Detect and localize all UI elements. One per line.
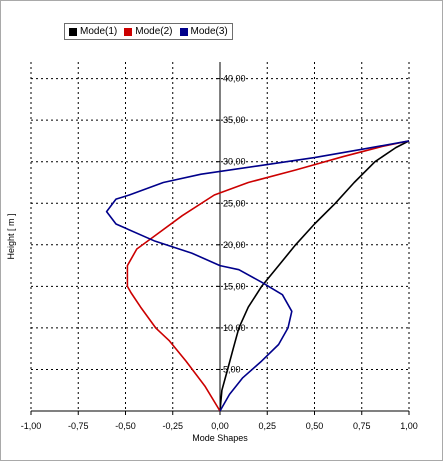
series-line-mode-3: [107, 141, 409, 411]
legend-label-mode-2: Mode(2): [135, 26, 172, 37]
x-tick-label-5: 0,25: [258, 421, 276, 431]
x-tick-label-8: 1,00: [400, 421, 418, 431]
legend-swatch-mode-1: [69, 28, 77, 36]
x-tick-label-0: -1,00: [21, 421, 42, 431]
y-tick-label-5: 25,00: [223, 198, 246, 208]
y-tick-label-6: 30,00: [223, 157, 246, 167]
y-tick-label-4: 20,00: [223, 240, 246, 250]
y-tick-label-2: 10,00: [223, 323, 246, 333]
legend-item-mode-2[interactable]: Mode(2): [124, 26, 172, 37]
legend-item-mode-3[interactable]: Mode(3): [180, 26, 228, 37]
x-axis-title: Mode Shapes: [192, 433, 248, 443]
series-line-mode-1: [220, 141, 409, 411]
x-tick-label-3: -0,25: [162, 421, 183, 431]
x-tick-label-4: 0,00: [211, 421, 229, 431]
y-tick-label-7: 35,00: [223, 115, 246, 125]
x-tick-label-1: -0,75: [68, 421, 89, 431]
legend-label-mode-3: Mode(3): [191, 26, 228, 37]
y-tick-label-3: 15,00: [223, 281, 246, 291]
legend-swatch-mode-2: [124, 28, 132, 36]
legend: Mode(1) Mode(2) Mode(3): [64, 23, 233, 40]
legend-label-mode-1: Mode(1): [80, 26, 117, 37]
y-tick-label-8: 40,00: [223, 74, 246, 84]
y-tick-label-1: 5,00: [223, 364, 241, 374]
legend-item-mode-1[interactable]: Mode(1): [69, 26, 117, 37]
x-tick-label-7: 0,75: [353, 421, 371, 431]
y-axis-title: Height [ m ]: [6, 213, 16, 259]
x-tick-label-6: 0,50: [306, 421, 324, 431]
legend-swatch-mode-3: [180, 28, 188, 36]
x-tick-label-2: -0,50: [115, 421, 136, 431]
